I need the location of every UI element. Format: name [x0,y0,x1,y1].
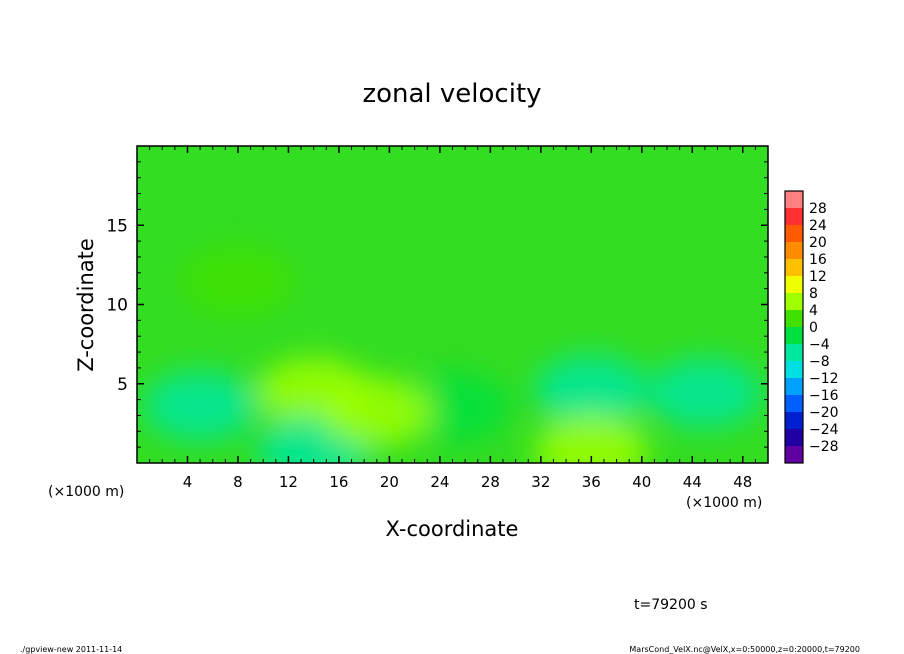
colorbar-label: −4 [809,337,830,353]
colorbar-label: −8 [809,354,830,370]
colorbar-label: 24 [809,218,827,234]
colorbar-label: −16 [809,388,839,404]
x-tick-label: 48 [733,473,752,491]
colorbar-swatch [785,395,803,412]
colorbar-swatch [785,378,803,395]
x-tick-label: 28 [481,473,500,491]
x-axis: 4 8 12 16 20 24 28 32 36 40 44 48 [149,146,756,491]
colorbar-swatch [785,446,803,463]
x-tick-label: 36 [582,473,601,491]
colorbar-swatch [785,429,803,446]
colorbar-swatch [785,361,803,378]
x-tick-label: 8 [233,473,243,491]
colorbar-label: 0 [809,320,818,336]
colorbar-frame [784,190,804,464]
colorbar-swatch [785,412,803,429]
field-feature-8 [181,245,295,316]
x-unit-left: (×1000 m) [48,484,124,500]
y-tick-label: 15 [106,216,128,236]
x-tick-label: 20 [380,473,399,491]
y-axis: 5 10 15 [106,161,768,448]
colorbar-swatch [785,310,803,327]
y-axis-label: Z-coordinate [74,238,98,372]
x-tick-label: 44 [683,473,702,491]
x-axis-label: X-coordinate [386,517,519,541]
colorbar-swatch [785,259,803,276]
colorbar-label: 20 [809,235,827,251]
field-feature-6 [648,358,762,429]
field-feature-0 [143,371,257,441]
x-tick-label: 12 [279,473,298,491]
colorbar-label: −12 [809,371,839,387]
field-feature-5 [534,415,649,463]
x-tick-label: 24 [430,473,449,491]
colorbar-label: −28 [809,439,839,455]
colorbar-swatch [785,191,803,208]
colorbar-label: 16 [809,252,827,268]
footer-right: MarsCond_VelX.nc@VelX,x=0:50000,z=0:2000… [629,645,860,654]
x-unit-right: (×1000 m) [686,495,762,511]
field-feature-4 [534,355,649,425]
colorbar-label: 12 [809,269,827,285]
y-tick-label: 5 [117,375,128,395]
chart-title: zonal velocity [362,79,541,109]
colorbar-label: −24 [809,422,839,438]
colorbar-label: 8 [809,286,818,302]
colorbar-swatch [785,276,803,293]
x-tick-label: 32 [531,473,550,491]
colorbar-swatch [785,293,803,310]
time-label: t=79200 s [634,597,708,613]
y-tick-label: 10 [106,296,128,316]
colorbar-swatch [785,344,803,361]
colorbar-swatch [785,208,803,225]
colorbar-swatch [785,242,803,259]
x-tick-label: 16 [329,473,348,491]
footer-left: ./gpview-new 2011-11-14 [20,645,122,654]
colorbar-label: −20 [809,405,839,421]
colorbar-swatch [785,327,803,344]
velocity-field [143,245,762,463]
colorbar-label: 4 [809,303,818,319]
x-tick-label: 40 [632,473,651,491]
x-tick-label: 4 [183,473,193,491]
colorbar-label: 28 [809,201,827,217]
field-feature-7 [319,377,434,448]
colorbar-swatch [785,225,803,242]
